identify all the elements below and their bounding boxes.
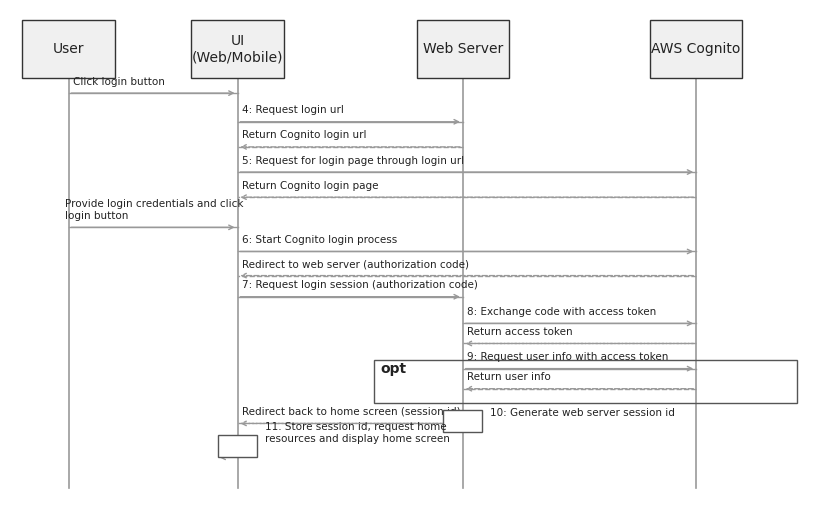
Text: User: User [53,42,85,56]
Text: 7: Request login session (authorization code): 7: Request login session (authorization … [241,280,478,290]
Text: Return Cognito login page: Return Cognito login page [241,181,378,191]
Text: Return Cognito login url: Return Cognito login url [241,130,366,141]
Text: Provide login credentials and click
login button: Provide login credentials and click logi… [65,199,243,221]
Text: 10: Generate web server session id: 10: Generate web server session id [490,408,675,419]
Text: Click login button: Click login button [72,76,164,87]
Text: 11. Store session id, request home
resources and display home screen: 11. Store session id, request home resou… [265,422,450,444]
Bar [22,20,115,78]
Text: UI
(Web/Mobile): UI (Web/Mobile) [192,34,283,64]
Text: Return user info: Return user info [467,372,551,382]
Bar [650,20,742,78]
Bar [416,20,509,78]
Text: 4: Request login url: 4: Request login url [241,105,343,115]
Text: Return access token: Return access token [467,327,572,337]
Text: 5: Request for login page through login url: 5: Request for login page through login … [241,155,464,166]
Text: Web Server: Web Server [423,42,503,56]
Text: opt: opt [381,362,407,376]
Text: AWS Cognito: AWS Cognito [651,42,741,56]
Text: 8: Exchange code with access token: 8: Exchange code with access token [467,307,656,317]
Bar [218,435,257,458]
Text: 6: Start Cognito login process: 6: Start Cognito login process [241,235,397,245]
Text: Redirect back to home screen (session id): Redirect back to home screen (session id… [241,407,460,417]
Bar [374,360,796,403]
Text: Redirect to web server (authorization code): Redirect to web server (authorization co… [241,259,469,269]
Text: 9: Request user info with access token: 9: Request user info with access token [467,352,668,362]
Bar [191,20,284,78]
Bar [443,409,482,432]
